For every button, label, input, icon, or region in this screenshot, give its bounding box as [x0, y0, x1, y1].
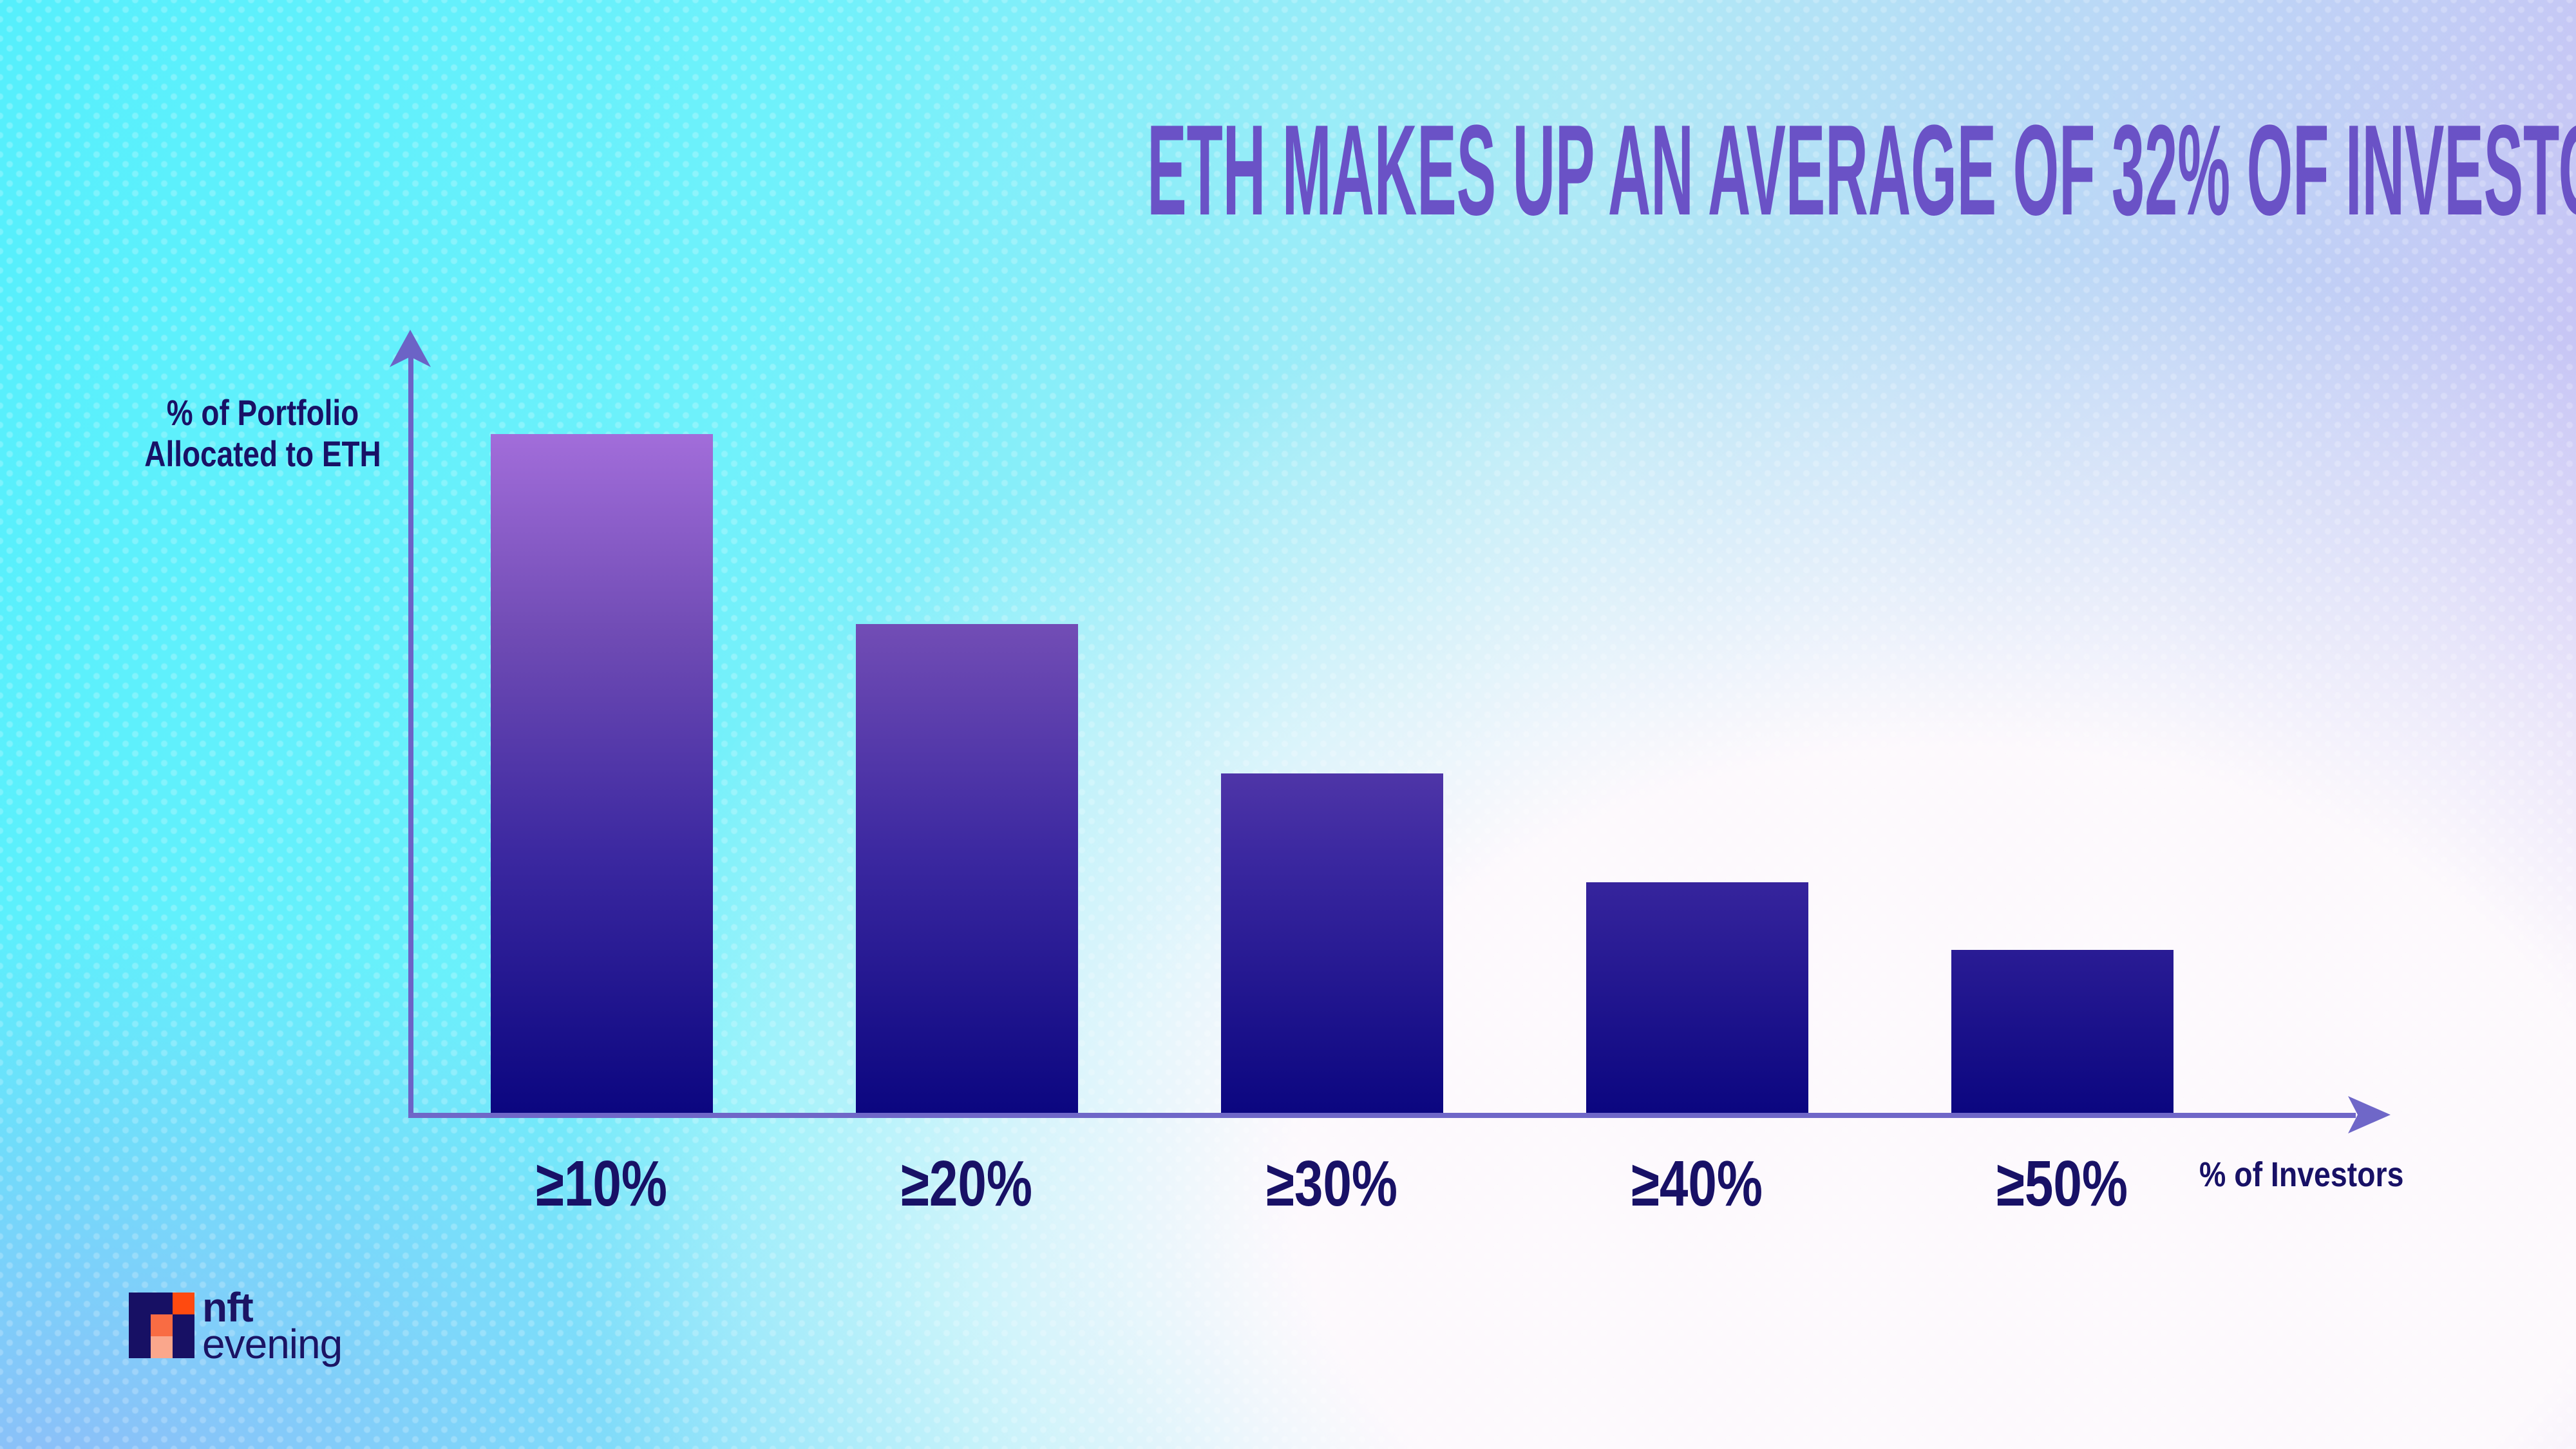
x-tick-label: ≥20% [900, 1148, 1033, 1220]
logo-wordmark: nft evening [202, 1284, 343, 1367]
logo-tile [151, 1314, 173, 1336]
bar-ge-10pct [490, 434, 713, 1113]
x-tick-label: ≥50% [1996, 1148, 2128, 1220]
y-axis-label-line1: % of Portfolio [166, 392, 359, 433]
y-axis-label: % of Portfolio Allocated to ETH [104, 392, 421, 475]
logo-tile [129, 1336, 151, 1358]
logo-tile [173, 1336, 194, 1358]
y-axis-line [408, 355, 413, 1118]
logo-word-nft: nft [202, 1284, 254, 1331]
bar-ge-20pct [855, 624, 1078, 1113]
logo-tile [129, 1314, 151, 1336]
y-axis-arrow-icon [390, 330, 431, 367]
x-tick-label: ≥40% [1631, 1148, 1763, 1220]
logo-word-evening: evening [202, 1321, 343, 1367]
x-axis-arrow-icon [2348, 1096, 2391, 1133]
bar-ge-40pct [1586, 882, 1808, 1113]
nftevening-logo-mark-icon [129, 1293, 194, 1358]
logo-tile [151, 1336, 173, 1358]
bar-ge-50pct [1951, 950, 2174, 1113]
x-tick-label: ≥30% [1265, 1148, 1398, 1220]
x-tick-label: ≥10% [535, 1148, 668, 1220]
logo-tile [173, 1314, 194, 1336]
logo-tile [129, 1293, 151, 1314]
chart-title: ETH MAKES UP AN AVERAGE OF 32% OF INVEST… [1147, 99, 2576, 242]
title-wrap: ETH MAKES UP AN AVERAGE OF 32% OF INVEST… [0, 93, 2576, 248]
x-axis-line [408, 1113, 2356, 1118]
bar-ge-30pct [1220, 773, 1443, 1113]
logo-tile [173, 1293, 194, 1314]
y-axis-label-line2: Allocated to ETH [144, 433, 381, 474]
x-axis-label: % of Investors [2199, 1155, 2404, 1194]
logo-tile [151, 1293, 173, 1314]
